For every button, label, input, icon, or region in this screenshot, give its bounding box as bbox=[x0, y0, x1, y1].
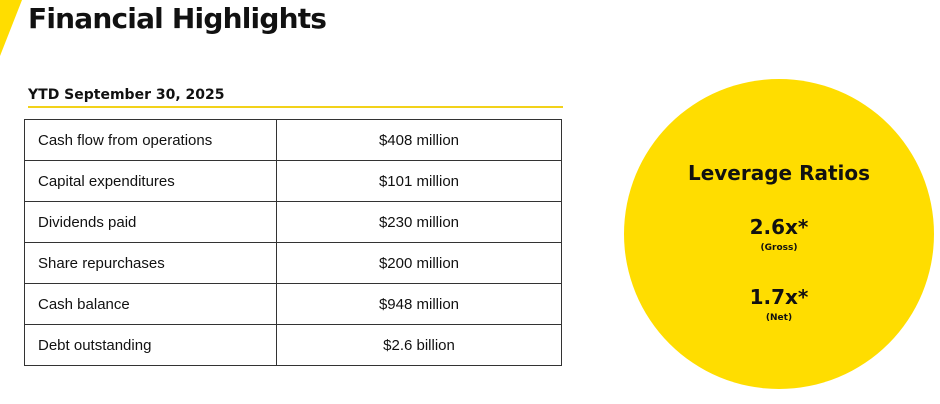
gross-leverage-label: (Gross) bbox=[760, 243, 798, 253]
row-value: $948 million bbox=[276, 283, 562, 325]
leverage-ratios-title: Leverage Ratios bbox=[687, 161, 871, 185]
table-row: Cash flow from operations $408 million bbox=[24, 119, 562, 161]
row-value: $200 million bbox=[276, 242, 562, 284]
row-label: Share repurchases bbox=[24, 242, 277, 284]
financial-highlights-table: Cash flow from operations $408 million C… bbox=[24, 119, 562, 366]
row-label: Capital expenditures bbox=[24, 160, 277, 202]
row-value: $408 million bbox=[276, 119, 562, 161]
page-title: Financial Highlights bbox=[28, 2, 327, 35]
corner-accent-shape bbox=[0, 0, 22, 56]
leverage-ratios-circle: Leverage Ratios 2.6x* (Gross) 1.7x* (Net… bbox=[624, 79, 934, 389]
table-row: Cash balance $948 million bbox=[24, 283, 562, 325]
table-row: Share repurchases $200 million bbox=[24, 242, 562, 284]
row-label: Debt outstanding bbox=[24, 324, 277, 366]
row-value: $101 million bbox=[276, 160, 562, 202]
row-value: $2.6 billion bbox=[276, 324, 562, 366]
period-subtitle: YTD September 30, 2025 bbox=[28, 87, 563, 108]
table-row: Dividends paid $230 million bbox=[24, 201, 562, 243]
gross-leverage-value: 2.6x* bbox=[749, 215, 809, 239]
row-label: Cash balance bbox=[24, 283, 277, 325]
row-label: Dividends paid bbox=[24, 201, 277, 243]
net-leverage-value: 1.7x* bbox=[749, 285, 809, 309]
table-row: Capital expenditures $101 million bbox=[24, 160, 562, 202]
row-value: $230 million bbox=[276, 201, 562, 243]
net-leverage-label: (Net) bbox=[765, 313, 793, 323]
row-label: Cash flow from operations bbox=[24, 119, 277, 161]
table-row: Debt outstanding $2.6 billion bbox=[24, 324, 562, 366]
